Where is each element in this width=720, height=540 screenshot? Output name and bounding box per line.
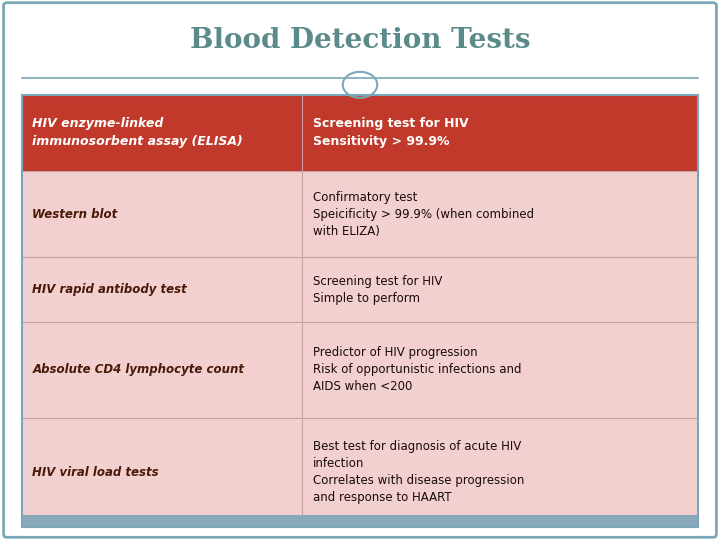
FancyBboxPatch shape: [4, 3, 716, 537]
Text: Best test for diagnosis of acute HIV
infection
Correlates with disease progressi: Best test for diagnosis of acute HIV inf…: [313, 440, 525, 504]
Text: Screening test for HIV
Sensitivity > 99.9%: Screening test for HIV Sensitivity > 99.…: [313, 117, 469, 148]
Text: Western blot: Western blot: [32, 208, 117, 221]
Text: HIV viral load tests: HIV viral load tests: [32, 465, 159, 478]
Bar: [22, 171, 698, 258]
Text: Screening test for HIV
Simple to perform: Screening test for HIV Simple to perform: [313, 274, 443, 305]
Text: Confirmatory test
Speicificity > 99.9% (when combined
with ELIZA): Confirmatory test Speicificity > 99.9% (…: [313, 191, 534, 238]
Bar: [22, 322, 698, 418]
Bar: [22, 515, 698, 526]
Text: Predictor of HIV progression
Risk of opportunistic infections and
AIDS when <200: Predictor of HIV progression Risk of opp…: [313, 346, 522, 393]
Bar: [22, 418, 698, 526]
Bar: [22, 258, 698, 322]
Text: HIV rapid antibody test: HIV rapid antibody test: [32, 283, 187, 296]
Bar: [22, 94, 698, 171]
Text: Absolute CD4 lymphocyte count: Absolute CD4 lymphocyte count: [32, 363, 244, 376]
Text: Blood Detection Tests: Blood Detection Tests: [190, 27, 530, 54]
Text: HIV enzyme-linked
immunosorbent assay (ELISA): HIV enzyme-linked immunosorbent assay (E…: [32, 117, 243, 148]
Bar: [22, 94, 698, 526]
